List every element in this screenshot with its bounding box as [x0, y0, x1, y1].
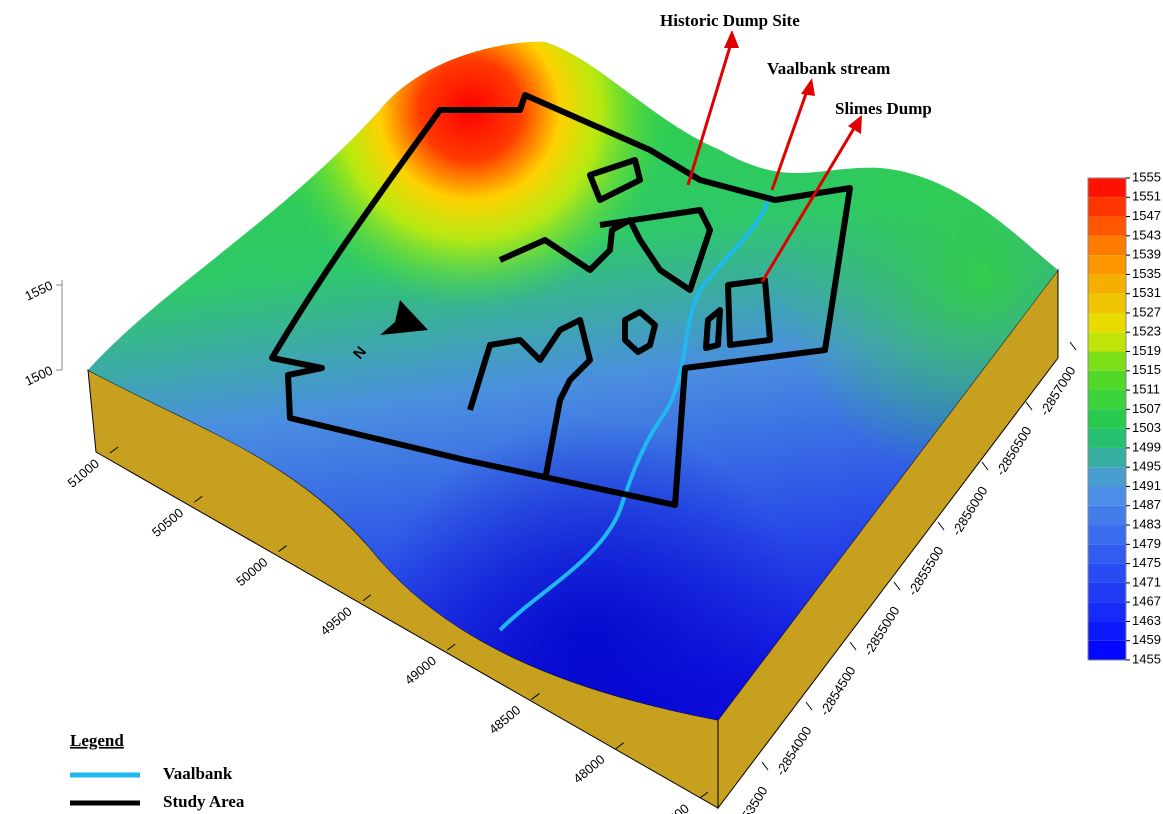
color-band: [1088, 294, 1126, 313]
map: N Historic Dump Site Vaalbank stream Sli…: [0, 0, 1163, 814]
x-tick-label: 49500: [317, 604, 354, 639]
x-tick-label: 49000: [402, 653, 439, 688]
color-band: [1088, 602, 1126, 621]
color-band: [1088, 486, 1126, 505]
colorbar-label: 1503: [1132, 420, 1161, 435]
colorbar-label: 1511: [1132, 382, 1160, 397]
colorbar-label: 1555: [1132, 169, 1161, 184]
color-band: [1088, 197, 1126, 216]
colorbar-label: 1475: [1132, 555, 1161, 570]
color-band: [1088, 274, 1126, 293]
x-tick-label: 48000: [570, 752, 607, 787]
y-tick: [938, 522, 944, 530]
color-band: [1088, 583, 1126, 602]
y-tick: [806, 702, 812, 710]
y-tick: [1070, 342, 1076, 350]
annotation: Historic Dump Site: [660, 11, 800, 30]
colorbar-label: 1551: [1132, 189, 1161, 204]
colorbar-label: 1531: [1132, 285, 1161, 300]
colorbar-label: 1535: [1132, 266, 1161, 281]
x-tick-label: 48500: [486, 702, 523, 737]
colorbar-label: 1455: [1132, 651, 1161, 666]
color-band: [1088, 332, 1126, 351]
color-band: [1088, 352, 1126, 371]
colorbar-label: 1483: [1132, 516, 1161, 531]
colorbar-label: 1539: [1132, 247, 1161, 262]
colorbar-label: 1547: [1132, 208, 1161, 223]
legend-label: Vaalbank: [163, 764, 233, 783]
colorbar-label: 1519: [1132, 343, 1161, 358]
color-band: [1088, 621, 1126, 640]
x-tick-label: 47500: [655, 801, 692, 814]
x-tick-label: 50500: [149, 505, 186, 540]
colorbar-label: 1479: [1132, 536, 1161, 551]
color-band: [1088, 564, 1126, 583]
color-band: [1088, 371, 1126, 390]
color-band: [1088, 255, 1126, 274]
y-tick-label: -2855000: [861, 604, 903, 659]
color-band: [1088, 641, 1126, 660]
color-band: [1088, 429, 1126, 448]
color-band: [1088, 236, 1126, 255]
y-tick-label: -2853500: [729, 784, 771, 814]
legend-title: Legend: [70, 731, 124, 750]
colorbar-label: 1467: [1132, 594, 1161, 609]
color-band: [1088, 448, 1126, 467]
z-tick-label: 1550: [22, 278, 55, 304]
color-band: [1088, 467, 1126, 486]
z-tick-label: 1500: [22, 363, 55, 389]
colorbar-label: 1459: [1132, 632, 1161, 647]
color-band: [1088, 178, 1126, 197]
y-tick: [982, 462, 988, 470]
color-band: [1088, 409, 1126, 428]
colorbar-label: 1523: [1132, 324, 1161, 339]
colorbar-label: 1507: [1132, 401, 1161, 416]
y-tick-label: -2854000: [773, 724, 815, 779]
y-tick: [894, 582, 900, 590]
colorbar-label: 1495: [1132, 459, 1161, 474]
colorbar-label: 1491: [1132, 478, 1161, 493]
annotation: Slimes Dump: [835, 99, 932, 118]
legend-label: Study Area: [163, 792, 245, 811]
colorbar-label: 1527: [1132, 304, 1161, 319]
color-band: [1088, 390, 1126, 409]
colorbar-label: 1471: [1132, 574, 1161, 589]
color-band: [1088, 217, 1126, 236]
colorbar-label: 1487: [1132, 497, 1161, 512]
colorbar-label: 1515: [1132, 362, 1161, 377]
colorbar-label: 1499: [1132, 439, 1161, 454]
colorbar-label: 1543: [1132, 227, 1161, 242]
color-band: [1088, 506, 1126, 525]
y-tick-label: -2854500: [817, 664, 859, 719]
x-tick-label: 51000: [65, 456, 102, 491]
y-tick: [1026, 402, 1032, 410]
x-tick-label: 50000: [233, 554, 270, 589]
annotation: Vaalbank stream: [767, 59, 890, 78]
color-band: [1088, 525, 1126, 544]
y-tick: [850, 642, 856, 650]
color-band: [1088, 544, 1126, 563]
y-tick: [762, 762, 768, 770]
color-band: [1088, 313, 1126, 332]
colorbar-label: 1463: [1132, 613, 1161, 628]
